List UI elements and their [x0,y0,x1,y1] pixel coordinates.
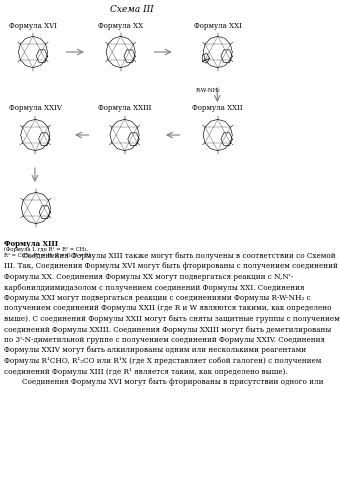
Text: R-W-NH₂: R-W-NH₂ [195,88,220,93]
Text: Формула XXI: Формула XXI [194,22,242,30]
Text: Формулы XXIV могут быть алкилированы одним или несколькими реагентами: Формулы XXIV могут быть алкилированы одн… [4,346,306,354]
Text: (Формула I, где R¹ = R² = CH₃,
R³ = C₂H₅, R⁴ = H, Z = O, Y = F): (Формула I, где R¹ = R² = CH₃, R³ = C₂H₅… [4,247,90,258]
Text: Схема III: Схема III [110,5,154,14]
Text: Формула XVI: Формула XVI [9,22,57,30]
Text: карбонилдиимидазолом с получением соединений Формулы XXI. Соединения: карбонилдиимидазолом с получением соедин… [4,284,304,292]
Text: Соединения Формулы XVI могут быть фторированы в присутствии одного или: Соединения Формулы XVI могут быть фторир… [4,378,323,386]
Text: соединений Формулы XIII (где R¹ является таким, как определено выше).: соединений Формулы XIII (где R¹ является… [4,368,288,376]
Text: выше). С соединений Формулы XXII могут быть сняты защитные группы с получением: выше). С соединений Формулы XXII могут б… [4,315,340,323]
Text: Формула XIII: Формула XIII [4,240,58,248]
Text: Формула XX: Формула XX [98,22,143,30]
Text: Формула XXII: Формула XXII [192,104,243,112]
Text: Формулы XXI могут подвергаться реакции с соединениями Формулы R-W-NH₂ с: Формулы XXI могут подвергаться реакции с… [4,294,311,302]
Text: соединений Формулы XXIII. Соединения Формулы XXIII могут быть деметилированы: соединений Формулы XXIII. Соединения Фор… [4,326,331,334]
Text: Формулы R¹CHO, R¹₂CO или R¹X (где X представляет собой галоген) с получением: Формулы R¹CHO, R¹₂CO или R¹X (где X пред… [4,357,321,365]
Text: Формула XXIII: Формула XXIII [98,104,151,112]
Text: получением соединений Формулы XXII (где R и W являются такими, как определено: получением соединений Формулы XXII (где … [4,304,332,312]
Text: III. Так, Соединения Формулы XVI могут быть фторированы с получением соединений: III. Так, Соединения Формулы XVI могут б… [4,262,338,270]
Text: Соединения Формулы XIII также могут быть получены в соответствии со Схемой: Соединения Формулы XIII также могут быть… [4,252,336,260]
Text: по 3'-N-диметильной группе с получением соединений Формулы XXIV. Соединения: по 3'-N-диметильной группе с получением … [4,336,325,344]
Text: Формула XXIV: Формула XXIV [9,104,62,112]
Text: Формулы XX. Соединения Формулы XX могут подвергаться реакции с N,N'-: Формулы XX. Соединения Формулы XX могут … [4,273,293,281]
